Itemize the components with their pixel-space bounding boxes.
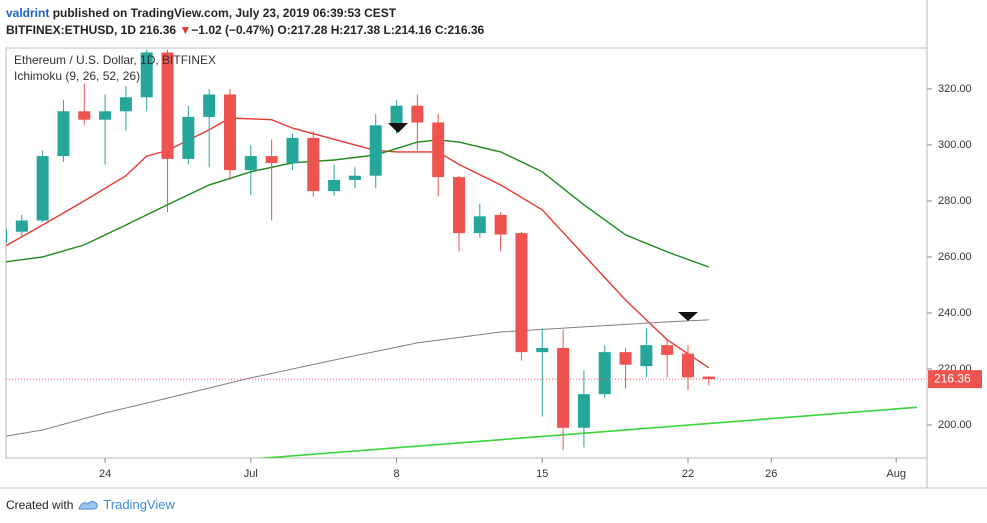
candle-body	[557, 347, 570, 428]
created-with: Created with	[6, 497, 74, 512]
last: 216.36	[139, 23, 177, 37]
candle-body	[99, 111, 112, 120]
indicator-line	[6, 139, 710, 268]
candle-body	[619, 352, 632, 365]
candle-body	[536, 347, 549, 353]
candle-body	[515, 233, 528, 353]
x-tick-label: 15	[536, 468, 548, 480]
candle-body	[702, 376, 715, 380]
last-price-box	[928, 370, 982, 389]
candle-body	[36, 156, 49, 221]
indicator-line	[6, 319, 709, 437]
last-price-label: 216.36	[934, 371, 971, 385]
ohlc-high: H:217.38	[330, 23, 381, 37]
ohlc-low: L:214.16	[383, 23, 432, 37]
header-line: BITFINEX:ETHUSD, 1D 216.36 ▼−1.02 (−0.47…	[6, 22, 484, 39]
candle-body	[307, 137, 320, 192]
candle-body	[640, 345, 653, 367]
candle-body	[494, 214, 507, 235]
candle-body	[78, 111, 91, 120]
candle-body	[57, 111, 70, 157]
y-tick-label: 200.00	[938, 419, 972, 431]
y-tick-label: 280.00	[938, 195, 972, 207]
x-tick-label: 22	[682, 468, 694, 480]
candle-body	[411, 105, 424, 123]
arrow: ▼	[179, 23, 192, 37]
candle-body	[682, 353, 694, 378]
y-tick-label: 300.00	[938, 139, 972, 151]
candle-body	[432, 122, 445, 178]
candle-body	[265, 156, 278, 164]
candle-body	[577, 394, 590, 428]
x-tick-label: 24	[99, 468, 111, 480]
indicator-label: Ichimoku (9, 26, 52, 26)	[14, 69, 140, 83]
candle-body	[328, 179, 341, 192]
ohlc-close: C:216.36	[434, 23, 485, 37]
candle-body	[453, 177, 465, 234]
x-tick-label: Jul	[244, 468, 258, 480]
change: −1.02 (−0.47%)	[191, 23, 275, 37]
brand[interactable]: TradingView	[103, 497, 175, 512]
plot	[6, 49, 927, 458]
candle-body	[244, 156, 257, 171]
header-line: valdrint published on TradingView.com, J…	[6, 5, 484, 22]
ohlc-open: O:217.28	[277, 23, 328, 37]
indicator-line	[6, 117, 710, 369]
author[interactable]: valdrint	[6, 6, 50, 20]
candle-body	[348, 175, 361, 180]
candle-body	[286, 137, 299, 164]
x-tick-label: 26	[765, 468, 777, 480]
candle-body	[140, 52, 153, 98]
candle-body	[203, 94, 216, 117]
symbol: BITFINEX:ETHUSD, 1D	[6, 23, 137, 37]
y-tick-label: 260.00	[938, 251, 972, 263]
signal-marker	[388, 123, 408, 133]
candle-body	[119, 97, 132, 112]
x-tick-label: Aug	[886, 468, 906, 480]
published: published on TradingView.com, July 23, 2…	[52, 6, 397, 20]
candle-body	[161, 52, 174, 159]
x-tick-label: 8	[393, 468, 399, 480]
candle-body	[369, 125, 382, 176]
logo	[78, 500, 99, 509]
candle-body	[182, 116, 195, 159]
candle-body	[15, 220, 28, 232]
candle-body	[473, 216, 486, 234]
header: valdrint published on TradingView.com, J…	[6, 5, 484, 39]
chart-title: Ethereum / U.S. Dollar, 1D, BITFINEX	[14, 53, 216, 67]
y-tick-label: 240.00	[938, 307, 972, 319]
chart: Ethereum / U.S. Dollar, 1D, BITFINEX Ich…	[0, 0, 987, 489]
candle-body	[661, 345, 674, 355]
candle-body	[598, 352, 611, 395]
footer: Created with TradingView	[6, 497, 175, 512]
candle-body	[6, 228, 7, 243]
candle-body	[224, 94, 236, 171]
y-tick-label: 320.00	[938, 83, 972, 95]
plot-frame	[5, 47, 928, 459]
signal-marker	[678, 312, 698, 321]
candle-body	[390, 105, 403, 126]
